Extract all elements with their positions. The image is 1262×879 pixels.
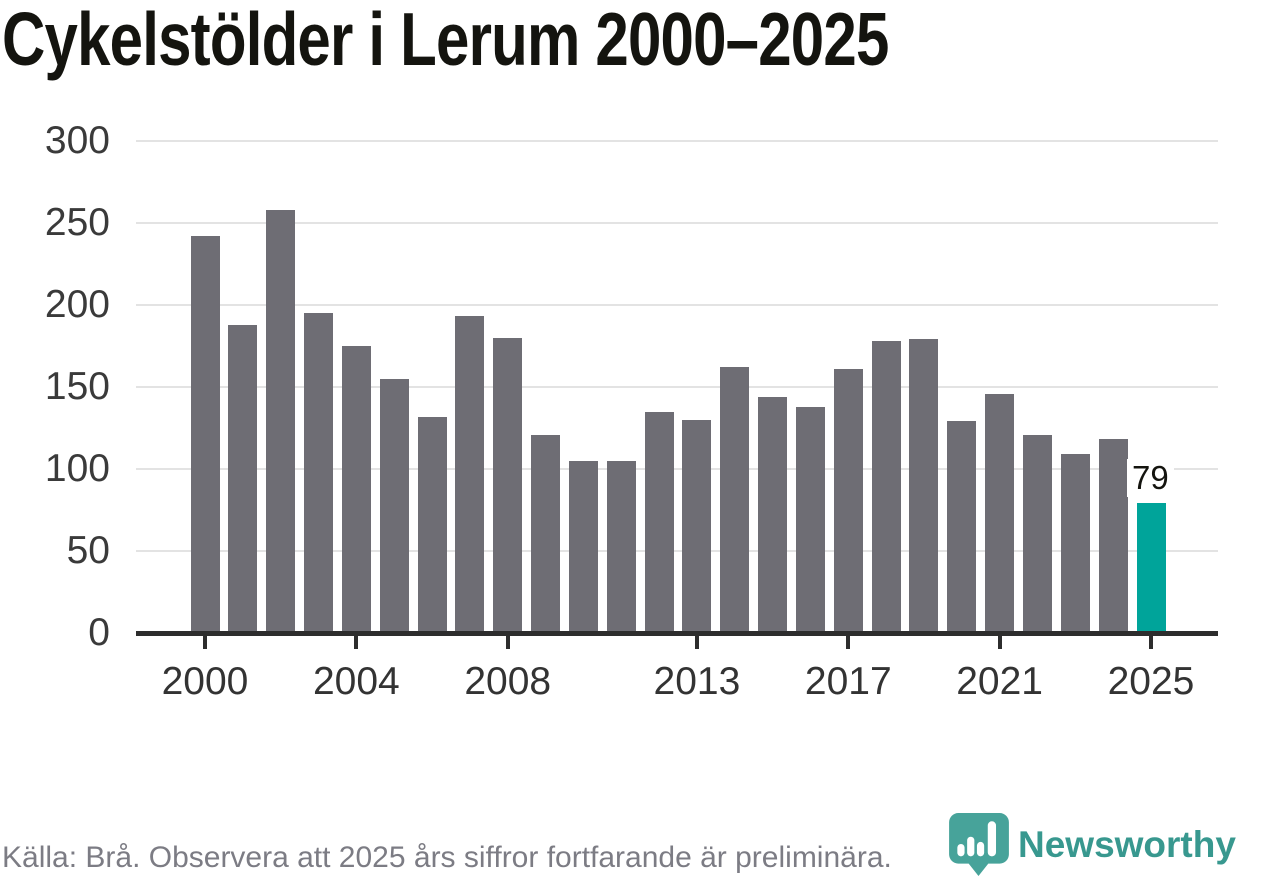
y-tick-label: 0 bbox=[88, 611, 110, 654]
gridline bbox=[136, 550, 1218, 552]
bar bbox=[758, 396, 788, 633]
bar bbox=[266, 209, 296, 633]
x-axis-tick bbox=[203, 636, 207, 649]
bar bbox=[909, 339, 939, 633]
bar bbox=[531, 434, 561, 633]
bar bbox=[795, 406, 825, 633]
bar bbox=[379, 378, 409, 633]
gridline bbox=[136, 140, 1218, 142]
bar bbox=[228, 324, 258, 633]
y-tick-label: 200 bbox=[44, 283, 110, 326]
newsworthy-map-pin-bar-chart-icon bbox=[949, 813, 1009, 876]
x-tick-label: 2008 bbox=[464, 660, 552, 703]
newsworthy-branding: Newsworthy bbox=[948, 812, 1236, 878]
bar bbox=[720, 367, 750, 633]
y-tick-label: 50 bbox=[66, 529, 110, 572]
axis-line bbox=[136, 631, 1218, 636]
bar bbox=[304, 313, 334, 633]
x-tick-label: 2025 bbox=[1107, 660, 1195, 703]
bar bbox=[606, 460, 636, 633]
bar bbox=[985, 393, 1015, 633]
bar bbox=[644, 411, 674, 633]
bar bbox=[1022, 434, 1052, 633]
bar bbox=[341, 346, 371, 633]
chart-title: Cykelstölder i Lerum 2000–2025 bbox=[2, 0, 889, 81]
bar bbox=[833, 368, 863, 633]
gridline bbox=[136, 386, 1218, 388]
logo-bar-2 bbox=[967, 836, 975, 857]
x-axis-tick bbox=[505, 636, 510, 649]
bar bbox=[1060, 454, 1090, 633]
gridline bbox=[136, 222, 1218, 224]
bar bbox=[871, 341, 901, 633]
gridline bbox=[136, 304, 1218, 306]
logo-bar-4 bbox=[987, 821, 997, 857]
x-axis-tick bbox=[1149, 636, 1153, 649]
source-note: Källa: Brå. Observera att 2025 års siffr… bbox=[2, 841, 892, 874]
y-tick-label: 100 bbox=[44, 447, 110, 490]
x-tick-label: 2017 bbox=[804, 660, 892, 703]
logo-bar-1 bbox=[957, 843, 965, 857]
x-tick-label: 2004 bbox=[312, 660, 400, 703]
bar-highlighted bbox=[1136, 503, 1166, 633]
bar bbox=[947, 421, 977, 633]
gridline bbox=[136, 468, 1218, 470]
y-tick-label: 150 bbox=[44, 365, 110, 408]
x-axis-tick bbox=[846, 636, 851, 649]
bar bbox=[493, 337, 523, 633]
bar bbox=[190, 236, 220, 633]
bar bbox=[568, 460, 598, 633]
logo-bar-3 bbox=[976, 841, 985, 857]
y-tick-label: 300 bbox=[44, 119, 110, 162]
bar bbox=[455, 316, 485, 633]
bar bbox=[417, 416, 447, 633]
bar bbox=[1098, 439, 1128, 633]
x-axis-tick bbox=[354, 636, 359, 649]
x-tick-label: 2013 bbox=[653, 660, 741, 703]
y-tick-label: 250 bbox=[44, 201, 110, 244]
x-tick-label: 2021 bbox=[956, 660, 1043, 703]
bar bbox=[682, 419, 712, 633]
x-axis-tick bbox=[997, 636, 1002, 649]
x-axis-tick bbox=[694, 636, 699, 649]
newsworthy-logo-text: Newsworthy bbox=[1018, 824, 1236, 865]
x-tick-label: 2000 bbox=[161, 660, 249, 703]
value-annotation: 79 bbox=[1127, 459, 1174, 498]
